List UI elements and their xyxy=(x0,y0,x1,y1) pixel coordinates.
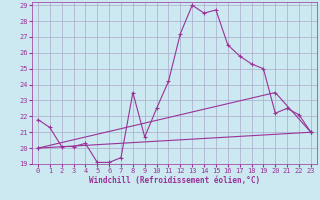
X-axis label: Windchill (Refroidissement éolien,°C): Windchill (Refroidissement éolien,°C) xyxy=(89,176,260,185)
